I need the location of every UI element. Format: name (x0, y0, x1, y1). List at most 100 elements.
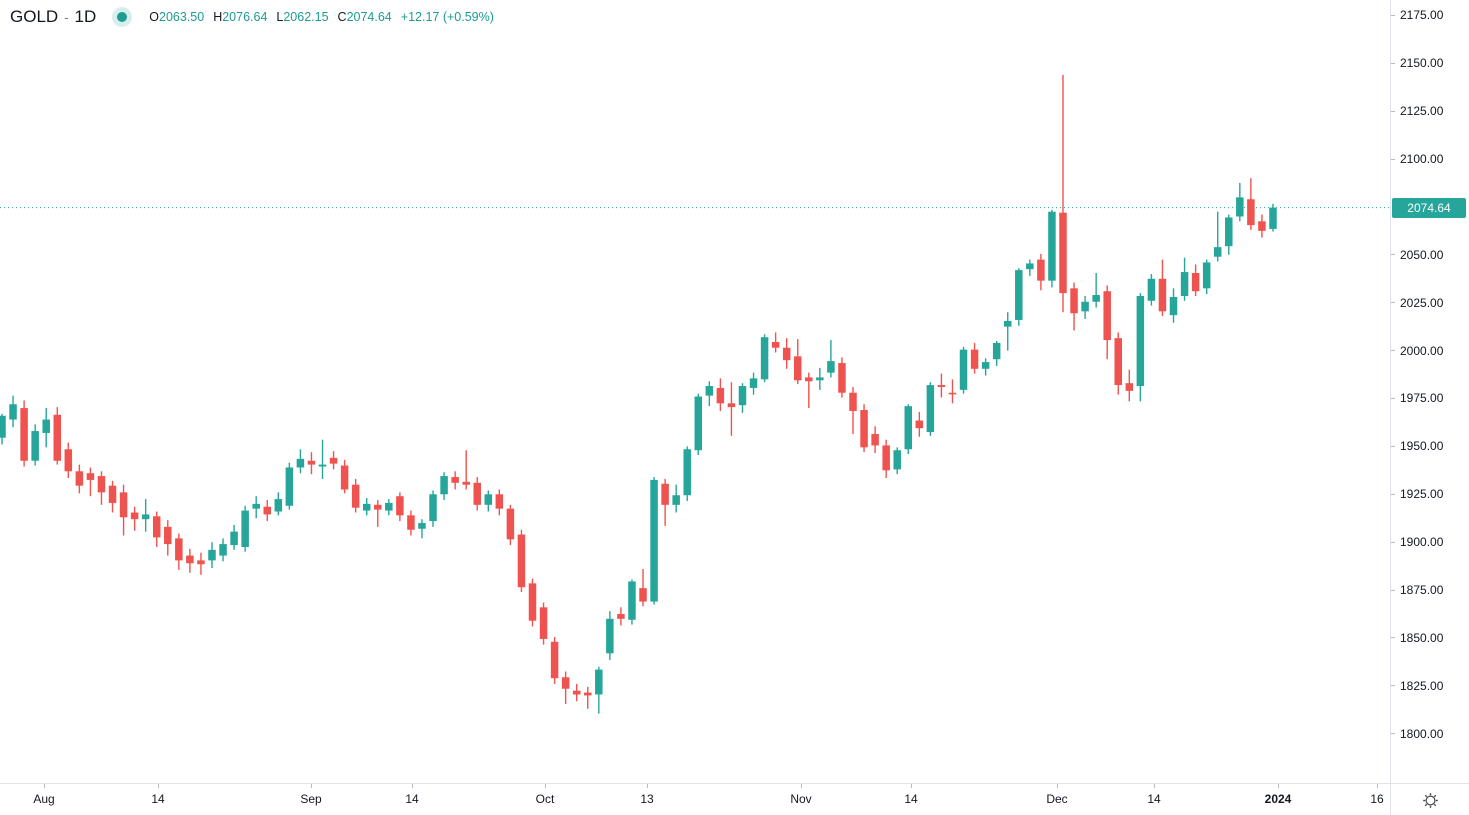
candle (860, 404, 868, 453)
candle (1070, 282, 1078, 331)
candle (1180, 257, 1189, 301)
symbol-title[interactable]: GOLD (10, 7, 59, 26)
price-tick-label: 2150.00 (1400, 56, 1444, 71)
candle (926, 382, 935, 436)
candle (20, 400, 28, 467)
price-tick-label: 1850.00 (1400, 630, 1444, 645)
ohlc-values: O2063.50 H2076.64 L2062.15 C2074.64 +12.… (149, 10, 494, 24)
time-tick-label: 14 (405, 792, 419, 806)
time-tick-label: Aug (33, 792, 55, 806)
time-tick-dash (44, 784, 45, 788)
close-label: C (337, 10, 347, 24)
candle (141, 499, 150, 532)
candle (871, 426, 879, 454)
price-tick-label: 1950.00 (1400, 439, 1444, 454)
candle (606, 611, 614, 661)
price-tick-dash (1391, 493, 1395, 495)
candle (727, 382, 736, 436)
candle (683, 446, 691, 501)
candle (838, 357, 846, 398)
candle (208, 542, 216, 569)
time-tick-dash (1377, 784, 1378, 788)
price-tick-dash (1391, 254, 1395, 256)
price-tick-dash (1391, 110, 1395, 112)
candle (816, 367, 824, 390)
candle (241, 505, 249, 552)
candle (561, 671, 570, 705)
candle (86, 467, 95, 497)
candle (1081, 295, 1089, 319)
low-value: 2062.15 (283, 10, 329, 24)
candle (108, 480, 117, 513)
candle (462, 450, 470, 490)
candle (584, 686, 592, 709)
candle (263, 500, 271, 522)
interval-label[interactable]: 1D (74, 7, 97, 26)
axis-settings-button[interactable] (1390, 783, 1469, 815)
candle (639, 569, 647, 607)
price-tick-label: 1875.00 (1400, 583, 1444, 598)
price-tick-dash (1391, 14, 1395, 16)
time-tick-dash (1057, 784, 1058, 788)
price-tick-label: 1975.00 (1400, 391, 1444, 406)
candle (882, 439, 890, 478)
candle (595, 666, 603, 714)
candle (407, 510, 415, 536)
candle (31, 424, 39, 466)
price-tick-label: 2025.00 (1400, 295, 1444, 310)
candle (771, 332, 780, 353)
candle (152, 511, 161, 547)
price-tick-dash (1391, 302, 1395, 304)
price-tick-dash (1391, 62, 1395, 64)
candle (1037, 253, 1045, 291)
low-label: L (276, 10, 284, 24)
candle (1026, 259, 1034, 276)
time-tick-label: Nov (790, 792, 812, 806)
candle (296, 449, 305, 474)
price-tick-label: 1800.00 (1400, 726, 1444, 741)
candle (1269, 203, 1277, 232)
candle (252, 496, 260, 519)
plot-area[interactable] (0, 0, 1390, 783)
gear-icon (1423, 792, 1438, 808)
candle (1191, 264, 1200, 296)
time-axis[interactable]: Aug 14 Sep 14 Oct 13 Nov 14 Dec 14 2024 16 (0, 783, 1390, 815)
time-tick-label: Oct (535, 792, 555, 806)
candle (340, 459, 349, 494)
time-tick-label: Sep (300, 792, 322, 806)
candle (351, 478, 360, 513)
time-tick-dash (311, 784, 312, 788)
candle (893, 447, 901, 475)
time-tick-dash (545, 784, 546, 788)
candle (793, 339, 802, 385)
candle (904, 404, 913, 455)
candle (418, 519, 426, 539)
candle (959, 346, 968, 394)
open-label: O (149, 10, 159, 24)
candle (495, 489, 504, 516)
candle (981, 358, 990, 376)
candle (948, 379, 957, 404)
price-tick-dash (1391, 733, 1395, 735)
candle (274, 492, 283, 516)
candle (970, 342, 979, 374)
candle (694, 393, 703, 456)
price-tick-dash (1391, 637, 1395, 639)
candle (1092, 273, 1100, 308)
candle (517, 529, 526, 592)
price-axis[interactable]: 2074.64 2175.00 2150.00 2125.00 2100.00 2050… (1390, 0, 1469, 783)
candle (805, 372, 813, 409)
candle (0, 413, 6, 445)
candle (550, 637, 559, 684)
price-tick-label: 1825.00 (1400, 678, 1444, 693)
market-status-dot-icon[interactable] (117, 12, 128, 22)
time-tick-dash (158, 784, 159, 788)
time-tick-label: 14 (904, 792, 918, 806)
candle (827, 340, 835, 378)
candle (429, 490, 437, 527)
candle (1059, 74, 1067, 313)
price-tick-dash (1391, 158, 1395, 160)
candle (64, 442, 73, 478)
time-tick-dash (1278, 784, 1279, 788)
candle (992, 341, 1001, 366)
